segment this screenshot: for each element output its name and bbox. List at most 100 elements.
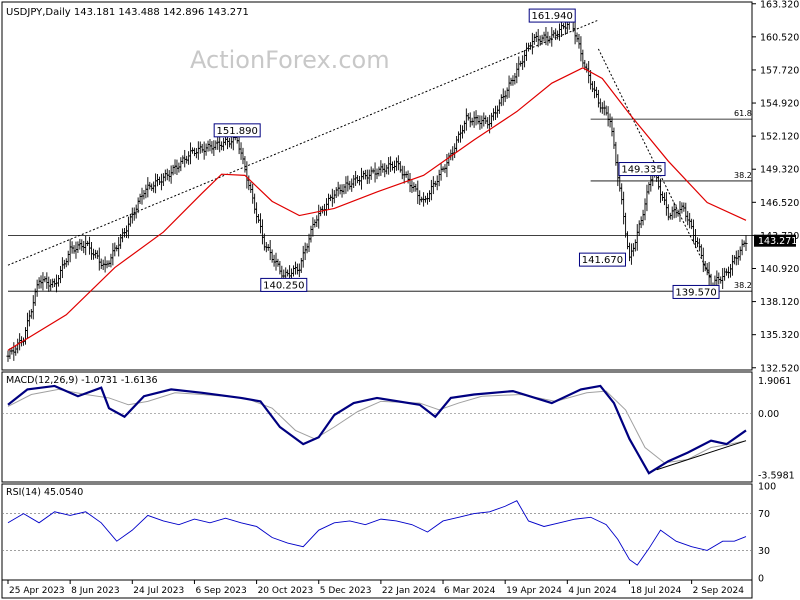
x-tick-label: 5 Dec 2023 (320, 586, 372, 596)
ohlc-bar (165, 168, 169, 181)
ohlc-bar (56, 275, 61, 287)
ohlc-bar (169, 165, 173, 184)
pane-frame-macd (1, 371, 753, 483)
ohlc-bar (557, 23, 562, 41)
ohlc-bar (552, 30, 556, 38)
ohlc-bar (517, 56, 521, 77)
ohlc-bar (507, 75, 511, 98)
rsi-y-tick-label: 100 (758, 482, 776, 493)
ohlc-bar (390, 161, 395, 171)
x-tick-label: 6 Mar 2024 (444, 586, 496, 596)
ohlc-bar (367, 169, 371, 184)
pane-frame-price (1, 1, 753, 371)
ohlc-bar (472, 111, 476, 128)
pane-frame-rsi (1, 483, 753, 581)
ohlc-bar (93, 249, 97, 259)
ohlc-bar (682, 202, 686, 212)
ohlc-bar (45, 272, 49, 289)
sma-line (7, 67, 747, 351)
ohlc-bar (74, 241, 78, 259)
macd-signal-line (7, 388, 747, 464)
ohlc-bar (276, 258, 280, 267)
ohlc-bar (91, 248, 96, 260)
ohlc-bar (618, 174, 622, 192)
ohlc-bar (155, 174, 160, 187)
ohlc-bar (738, 246, 742, 261)
ohlc-bar (554, 28, 558, 41)
price-y-tick-label: 138.120 (760, 297, 799, 308)
ohlc-bar (359, 167, 364, 190)
ohlc-bar (690, 218, 694, 230)
ohlc-bar (670, 206, 674, 220)
price-trendline (597, 48, 712, 279)
ohlc-bar (701, 247, 705, 273)
ohlc-bar (489, 112, 494, 127)
ohlc-bar (435, 175, 439, 191)
ohlc-bar (495, 105, 500, 118)
price-annotation-box (578, 252, 626, 267)
x-tick-label: 22 Jan 2024 (382, 586, 436, 596)
ohlc-bar (142, 190, 146, 200)
ohlc-bar (152, 181, 156, 193)
price-annotation: 151.890 (213, 123, 261, 138)
watermark-text: ActionForex.com (190, 46, 390, 74)
ohlc-bar (521, 55, 525, 70)
fib-level-label: 38.2 (734, 281, 752, 290)
ohlc-bar (262, 233, 266, 251)
ohlc-bar (468, 112, 472, 128)
macd-main-line (7, 384, 747, 475)
ohlc-bar (536, 29, 540, 48)
macd-title: MACD(12,26,9) -1.0731 -1.6136 (6, 375, 158, 386)
ohlc-bar (109, 253, 113, 268)
price-y-tick-label: 146.520 (760, 198, 799, 209)
ohlc-bar (200, 143, 204, 153)
ohlc-bar (305, 243, 309, 254)
ohlc-bar (396, 155, 400, 171)
ohlc-bar (181, 155, 185, 164)
ohlc-bar (427, 190, 432, 203)
ohlc-bar (581, 49, 585, 67)
ohlc-bar (150, 183, 154, 192)
x-tick-label: 18 Jul 2024 (630, 586, 681, 596)
ohlc-bar (645, 184, 649, 212)
ohlc-bar (723, 267, 727, 281)
ohlc-bar (41, 272, 45, 291)
ohlc-bar (352, 175, 356, 189)
ohlc-bar (515, 62, 519, 84)
ohlc-bar (163, 169, 167, 182)
ohlc-bar (204, 143, 208, 156)
price-annotation-label: 161.940 (532, 11, 573, 22)
ohlc-bar (23, 327, 28, 345)
ohlc-bar (64, 258, 68, 268)
x-tick-label: 24 Jul 2023 (133, 586, 184, 596)
x-tick-label: 4 Jun 2024 (568, 586, 617, 596)
ohlc-bar (344, 176, 348, 194)
ohlc-bar (381, 163, 385, 173)
ohlc-bar (111, 243, 115, 266)
ohlc-bar (455, 136, 459, 153)
ohlc-bar (458, 124, 463, 143)
ohlc-bar (400, 165, 404, 180)
ohlc-bar (478, 115, 482, 130)
ohlc-bar (16, 338, 20, 354)
ohlc-bar (361, 170, 366, 180)
ohlc-bar (392, 160, 397, 174)
ohlc-bar (78, 238, 82, 250)
ohlc-bar (379, 160, 383, 176)
ohlc-bar (237, 135, 241, 155)
ohlc-bar (695, 237, 700, 248)
ohlc-bar (84, 235, 88, 256)
ohlc-bar (208, 139, 212, 152)
ohlc-bar (87, 236, 92, 255)
ohlc-bar (693, 228, 698, 249)
ohlc-bar (342, 184, 346, 195)
ohlc-bar (742, 240, 746, 248)
ohlc-bar (460, 125, 465, 139)
ohlc-bar (117, 237, 121, 257)
ohlc-bar (363, 169, 367, 180)
ohlc-bar (715, 270, 719, 288)
ohlc-bar (542, 31, 546, 42)
price-annotation-label: 139.570 (675, 287, 716, 298)
ohlc-bar (95, 250, 99, 259)
